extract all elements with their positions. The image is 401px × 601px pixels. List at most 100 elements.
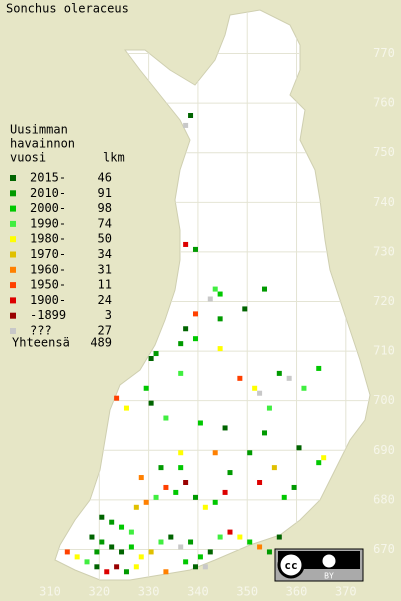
square	[178, 544, 184, 550]
square	[158, 539, 164, 545]
square	[192, 564, 198, 570]
square	[138, 554, 144, 560]
legend-count: 31	[98, 262, 112, 276]
square	[94, 564, 100, 570]
square	[109, 544, 115, 550]
legend-label: 1960-	[30, 262, 66, 276]
square	[89, 534, 95, 540]
legend-count: 98	[98, 201, 112, 215]
square	[316, 460, 322, 466]
square	[227, 529, 233, 535]
legend-label: 1980-	[30, 232, 66, 246]
square	[163, 569, 169, 575]
square	[99, 514, 105, 520]
legend-swatch	[10, 282, 16, 289]
square	[212, 499, 218, 505]
square	[192, 336, 198, 342]
square	[64, 549, 70, 555]
square	[114, 395, 120, 401]
square	[158, 465, 164, 471]
square	[188, 539, 194, 545]
legend-label: ???	[30, 324, 52, 338]
square	[222, 425, 228, 431]
square	[197, 554, 203, 560]
square	[178, 450, 184, 456]
square	[133, 504, 139, 510]
y-tick-label: 760	[373, 96, 395, 110]
legend-swatch	[10, 175, 16, 181]
legend-swatch	[10, 312, 16, 319]
square	[99, 539, 105, 545]
square	[257, 390, 263, 396]
cc-icon	[277, 551, 305, 579]
x-tick-label: 370	[335, 585, 357, 599]
square	[183, 479, 189, 485]
square	[128, 544, 134, 550]
square	[212, 450, 218, 456]
legend-header: vuosi	[10, 151, 46, 165]
by-icon	[321, 553, 337, 569]
square	[119, 549, 125, 555]
square	[123, 405, 129, 411]
y-tick-label: 750	[373, 145, 395, 159]
square	[133, 564, 139, 570]
square	[163, 484, 169, 490]
legend-label: 2015-	[30, 171, 66, 185]
legend-label: -1899	[30, 308, 66, 322]
square	[217, 291, 223, 297]
square	[192, 246, 198, 252]
square	[119, 524, 125, 530]
x-tick-label: 350	[236, 585, 258, 599]
square	[296, 445, 302, 451]
square	[173, 489, 179, 495]
square	[109, 519, 115, 525]
legend-count: 46	[98, 171, 112, 185]
square	[183, 241, 189, 247]
legend-count: 11	[98, 278, 112, 292]
square	[321, 455, 327, 461]
square	[138, 475, 144, 481]
square	[178, 370, 184, 376]
square	[148, 549, 154, 555]
by-text: BY	[324, 572, 334, 581]
square	[183, 122, 189, 128]
y-tick-label: 680	[373, 492, 395, 506]
x-tick-label: 330	[138, 585, 160, 599]
square	[291, 484, 297, 490]
square	[202, 564, 208, 570]
square	[316, 365, 322, 371]
square	[192, 494, 198, 500]
square	[276, 534, 282, 540]
square	[262, 430, 268, 436]
legend-swatch	[10, 297, 16, 304]
x-tick-label: 340	[187, 585, 209, 599]
legend-count: 24	[98, 293, 112, 307]
square	[281, 494, 287, 500]
square	[217, 346, 223, 352]
square	[197, 420, 203, 426]
legend-header: havainnon	[10, 137, 75, 151]
legend-swatch	[10, 190, 16, 197]
square	[163, 415, 169, 421]
legend-swatch	[10, 251, 16, 258]
square	[148, 400, 154, 406]
square	[237, 375, 243, 381]
y-tick-label: 700	[373, 393, 395, 407]
y-tick-label: 740	[373, 195, 395, 209]
y-tick-label: 720	[373, 294, 395, 308]
y-tick-label: 770	[373, 46, 395, 60]
square	[301, 385, 307, 391]
square	[183, 326, 189, 332]
square	[266, 405, 272, 411]
x-tick-label: 320	[88, 585, 110, 599]
square	[257, 544, 263, 550]
square	[222, 489, 228, 495]
square	[207, 549, 213, 555]
square	[178, 341, 184, 347]
square	[247, 450, 253, 456]
legend-count: 74	[98, 216, 112, 230]
square	[262, 286, 268, 292]
square	[104, 569, 110, 575]
legend-label: 2010-	[30, 186, 66, 200]
square	[74, 554, 80, 560]
